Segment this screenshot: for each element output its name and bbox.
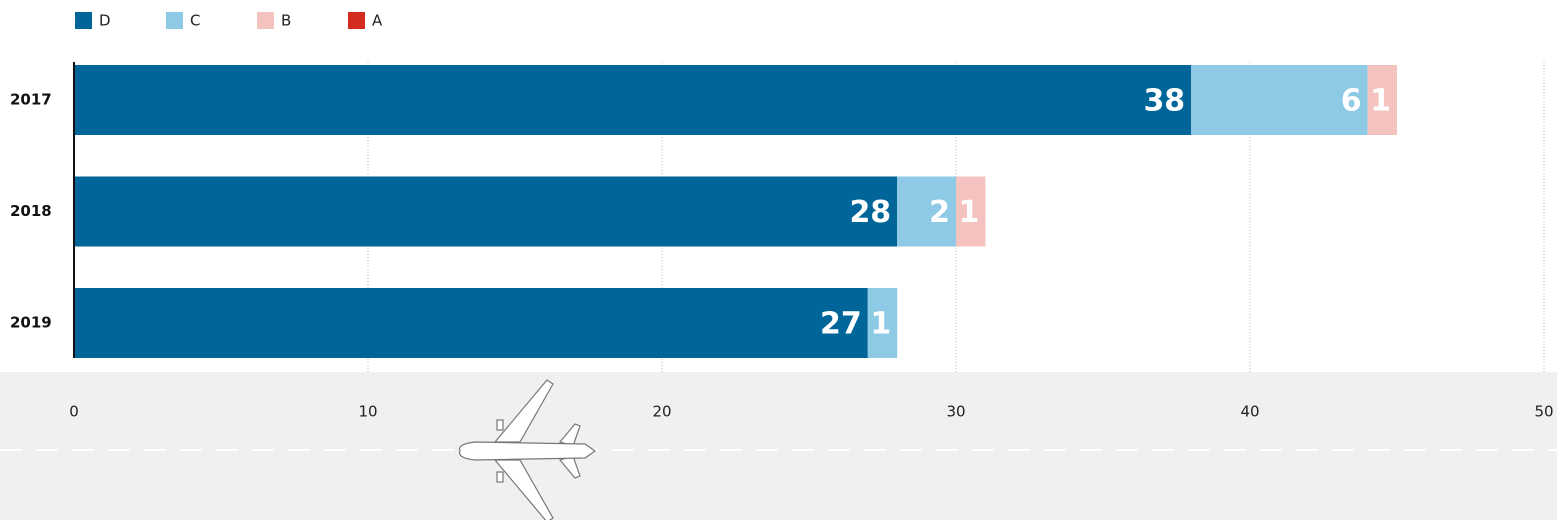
value-label: 1 <box>870 307 891 342</box>
value-label: 28 <box>849 195 891 230</box>
x-tick-label: 20 <box>652 403 671 421</box>
value-label: 2 <box>929 195 950 230</box>
legend-swatch <box>166 12 183 29</box>
chart: 01020304050DCBA20173861201828212019271 <box>0 0 1557 520</box>
legend-swatch <box>348 12 365 29</box>
x-tick-label: 40 <box>1240 403 1259 421</box>
x-tick-label: 30 <box>946 403 965 421</box>
value-label: 38 <box>1143 84 1185 119</box>
x-tick-label: 10 <box>358 403 377 421</box>
legend-label: C <box>190 12 200 30</box>
value-label: 27 <box>820 307 862 342</box>
bar-segment <box>74 65 1191 135</box>
legend-label: A <box>372 12 383 30</box>
y-tick-label: 2018 <box>10 202 52 220</box>
y-tick-label: 2017 <box>10 91 52 109</box>
legend-label: D <box>99 12 111 30</box>
legend-label: B <box>281 12 291 30</box>
value-label: 1 <box>959 195 980 230</box>
bar-segment <box>74 288 868 358</box>
bar-segment <box>74 177 897 247</box>
ground <box>0 372 1557 520</box>
x-tick-label: 50 <box>1534 403 1553 421</box>
value-label: 1 <box>1370 84 1391 119</box>
legend-swatch <box>257 12 274 29</box>
x-tick-label: 0 <box>69 403 79 421</box>
value-label: 6 <box>1341 84 1362 119</box>
y-tick-label: 2019 <box>10 314 52 332</box>
legend-swatch <box>75 12 92 29</box>
